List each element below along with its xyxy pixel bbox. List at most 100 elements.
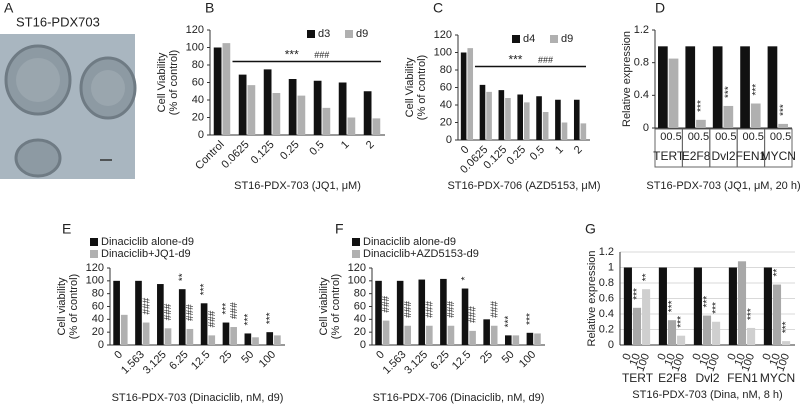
- bar: [534, 333, 541, 345]
- bar: [696, 119, 706, 128]
- y-axis-label: (% of control): [68, 274, 80, 339]
- bar: [375, 280, 382, 345]
- legend-label: d9: [561, 33, 573, 45]
- bar: [469, 330, 476, 345]
- y-tick-label: 20: [440, 116, 452, 128]
- x-tick-label: 10: [663, 352, 678, 368]
- x-tick-label: 0.5: [307, 139, 326, 158]
- x-tick-label: 100: [517, 349, 538, 370]
- bar: [772, 284, 782, 345]
- legend-swatch: [345, 30, 353, 38]
- x-tick-label: 100: [775, 352, 793, 373]
- bar: [486, 91, 492, 140]
- significance-label: ###: [468, 306, 479, 323]
- y-tick-label: 20: [354, 326, 366, 338]
- group-label: MYCN: [760, 371, 795, 385]
- bar: [157, 284, 164, 345]
- significance-label: ***: [751, 84, 762, 96]
- y-tick-label: 40: [192, 94, 204, 106]
- bar: [418, 279, 426, 345]
- x-tick-label: 1.563: [381, 349, 409, 377]
- bar: [382, 320, 390, 345]
- x-tick-label: 0.125: [249, 139, 277, 167]
- bar: [178, 289, 186, 345]
- significance-label: ###: [489, 301, 500, 318]
- legend-swatch: [90, 238, 98, 246]
- bar: [200, 303, 208, 345]
- x-tick-label: 0: [112, 349, 125, 362]
- significance-label: ***: [702, 296, 713, 308]
- significance-label: ***: [221, 303, 232, 315]
- x-tick-label: 100: [257, 349, 278, 370]
- y-axis-label: Cell Viability: [404, 57, 416, 117]
- y-tick-label: 40: [92, 313, 104, 325]
- x-tick-label: 25: [217, 349, 234, 366]
- annotation: ###: [314, 50, 329, 60]
- panel-letter: C: [433, 0, 443, 16]
- bar: [677, 335, 686, 345]
- bar: [740, 46, 750, 129]
- bar: [164, 328, 172, 345]
- bar: [737, 261, 747, 345]
- bar: [555, 99, 561, 140]
- bar: [213, 47, 222, 135]
- bar: [573, 99, 580, 140]
- x-tick-label: 0.25: [505, 144, 529, 168]
- bar: [372, 118, 381, 135]
- legend-swatch: [90, 250, 98, 258]
- bar: [723, 105, 734, 128]
- bar: [505, 98, 511, 140]
- y-tick-label: 80: [92, 288, 104, 300]
- x-tick-label: 50: [500, 349, 517, 366]
- y-tick-label: 100: [434, 46, 452, 58]
- bar: [747, 327, 756, 345]
- bar: [483, 319, 490, 345]
- bar: [685, 46, 696, 129]
- bar: [728, 267, 737, 345]
- micrograph: [0, 34, 137, 179]
- y-tick-label: 1.2: [599, 246, 614, 258]
- bar: [347, 117, 356, 135]
- significance-label: ***: [632, 288, 643, 300]
- bar: [668, 58, 679, 129]
- y-tick-label: 0.8: [599, 277, 614, 289]
- x-tick-label: 10: [768, 352, 783, 368]
- x-tick-label: 1.563: [119, 349, 147, 377]
- x-tick-label: 0: [459, 144, 472, 157]
- y-tick-label: 120: [348, 262, 366, 274]
- significance-label: ***: [667, 300, 678, 312]
- bar: [247, 85, 256, 135]
- x-tick-label: 0: [770, 131, 776, 143]
- legend-label: d3: [318, 28, 330, 40]
- bar: [313, 80, 322, 135]
- y-tick-label: 0.2: [599, 323, 614, 335]
- significance-label: **: [641, 273, 652, 281]
- y-tick-label: 60: [354, 300, 366, 312]
- legend-swatch: [352, 250, 360, 258]
- y-tick-label: 0.4: [634, 89, 649, 101]
- bar: [517, 94, 523, 140]
- y-tick-label: 100: [86, 275, 104, 287]
- group-label: FEN1: [736, 149, 767, 163]
- x-tick-label: 0: [621, 352, 634, 362]
- bar: [363, 91, 372, 135]
- bar: [208, 335, 216, 345]
- bar: [467, 48, 474, 140]
- x-tick-label: Control: [193, 139, 227, 173]
- x-tick-label: 10: [733, 352, 748, 368]
- bar: [244, 333, 252, 345]
- x-tick-label: 6.25: [167, 349, 191, 373]
- annotation: ***: [285, 48, 299, 62]
- bar: [426, 325, 433, 345]
- x-axis-label: ST16-PDX-706 (AZD5153, μM): [447, 180, 600, 192]
- significance-label: ***: [711, 302, 722, 314]
- x-tick-label: 0.5: [721, 131, 736, 143]
- bar: [763, 267, 772, 345]
- significance-label: ###: [403, 301, 414, 318]
- panel-letter: G: [585, 221, 596, 237]
- x-tick-label: 100: [670, 352, 688, 373]
- y-axis-label: (% of control): [330, 274, 342, 339]
- y-tick-label: 20: [92, 326, 104, 338]
- bar: [238, 74, 247, 135]
